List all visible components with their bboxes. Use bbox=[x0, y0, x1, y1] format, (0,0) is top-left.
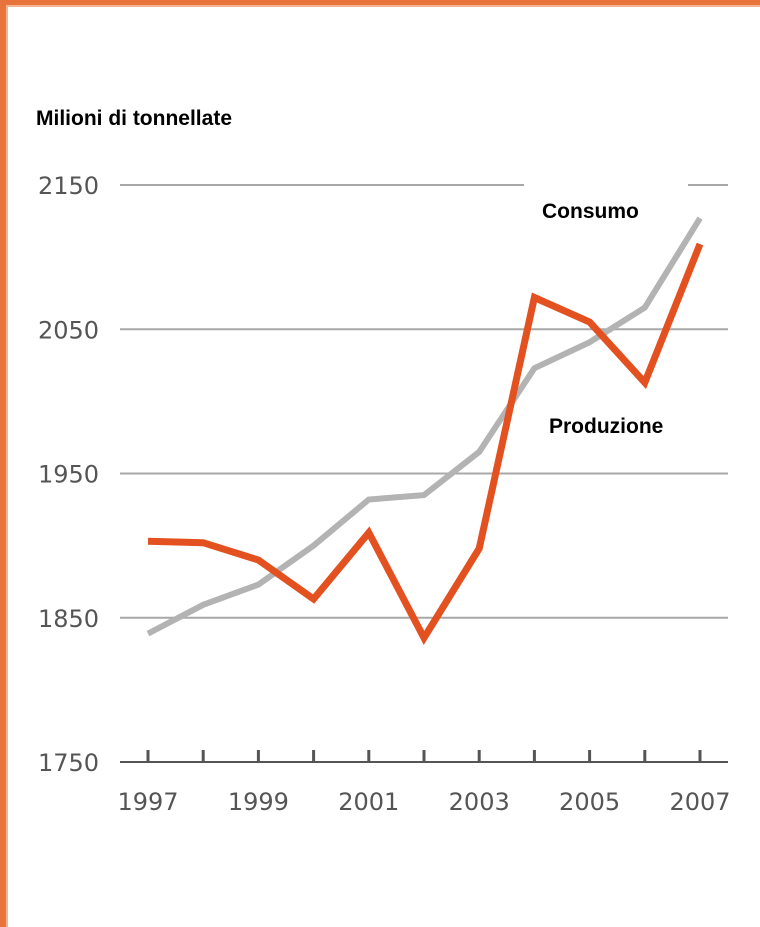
x-tick-label: 2007 bbox=[669, 788, 730, 816]
frame-border-top bbox=[0, 0, 760, 5]
y-tick-label: 1750 bbox=[38, 749, 99, 777]
series-line-produzione bbox=[147, 242, 704, 645]
y-tick-labels: 2150 2050 1950 1850 1750 bbox=[38, 172, 99, 777]
x-tick-labels: 1997 1999 2001 2003 2005 2007 bbox=[117, 788, 730, 816]
frame-border-left bbox=[0, 0, 6, 927]
x-tick-label: 2001 bbox=[338, 788, 399, 816]
grid-lines bbox=[120, 184, 728, 619]
series-label-produzione: Produzione bbox=[549, 415, 663, 438]
x-tick-label: 1997 bbox=[117, 788, 178, 816]
frame-border-top-inner bbox=[6, 5, 760, 7]
x-tick-label: 2005 bbox=[559, 788, 620, 816]
series-label-consumo: Consumo bbox=[542, 200, 639, 223]
x-axis bbox=[120, 750, 728, 763]
y-tick-label: 1850 bbox=[38, 605, 99, 633]
x-tick-label: 1999 bbox=[228, 788, 289, 816]
series-lines bbox=[146, 216, 704, 645]
x-tick-label: 2003 bbox=[449, 788, 510, 816]
y-tick-label: 1950 bbox=[38, 461, 99, 489]
frame-border-left-inner bbox=[6, 5, 8, 927]
y-axis-label: Milioni di tonnellate bbox=[36, 107, 232, 130]
y-tick-label: 2150 bbox=[38, 172, 99, 200]
y-tick-label: 2050 bbox=[38, 316, 99, 344]
